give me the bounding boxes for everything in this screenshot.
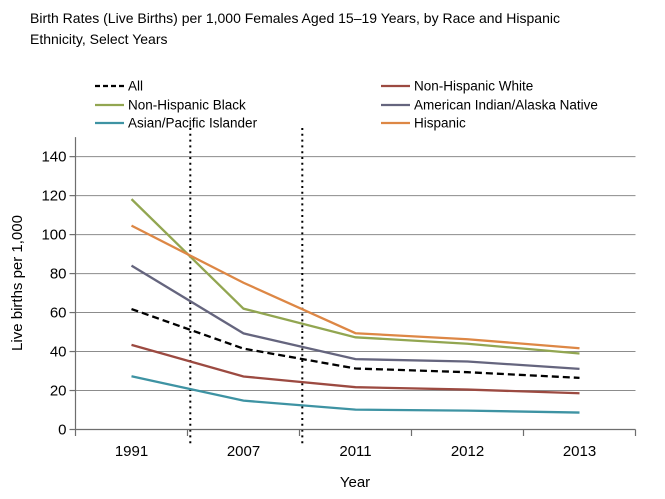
axes (69, 137, 637, 436)
legend-label: Asian/Pacific Islander (128, 116, 258, 131)
legend-item-all: All (95, 79, 143, 94)
chart-title: Birth Rates (Live Births) per 1,000 Fema… (30, 10, 560, 47)
x-tick-label: 2012 (451, 443, 484, 460)
x-tick-label: 1991 (115, 443, 148, 460)
x-axis-title: Year (340, 474, 370, 491)
y-tick-label: 0 (58, 422, 66, 439)
y-tick-label: 100 (41, 227, 66, 244)
series-line-american-indian-alaska-native (130, 264, 580, 371)
y-tick-label: 20 (50, 383, 67, 400)
y-axis-title: Live births per 1,000 (9, 215, 26, 351)
y-axis-tick-labels: 0 20 40 60 80 100 120 140 (41, 149, 66, 439)
series-line-all (131, 307, 580, 380)
series-line-non-hispanic-black (130, 198, 580, 355)
legend-item-non-hispanic-black: Non-Hispanic Black (95, 98, 246, 113)
dotted-reference-lines (189, 128, 304, 446)
y-tick-label: 80 (50, 266, 67, 283)
x-tick-label: 2013 (563, 443, 596, 460)
legend-label: Non-Hispanic Black (128, 98, 246, 113)
y-tick-label: 60 (50, 305, 67, 322)
legend-item-asian-pacific-islander: Asian/Pacific Islander (95, 116, 258, 131)
legend-item-non-hispanic-white: Non-Hispanic White (381, 79, 533, 94)
gridlines (75, 156, 636, 430)
legend-item-american-indian-alaska-native: American Indian/Alaska Native (381, 98, 598, 113)
legend-label: Hispanic (414, 116, 466, 131)
legend-label: Non-Hispanic White (414, 79, 533, 94)
y-tick-label: 40 (50, 344, 67, 361)
series-line-hispanic (130, 224, 580, 350)
x-tick-label: 2007 (227, 443, 260, 460)
series-line-non-hispanic-white (131, 343, 580, 395)
legend: All Non-Hispanic Black Asian/Pacific Islan… (95, 79, 598, 131)
x-axis-tick-labels: 1991 2007 2011 2012 2013 (115, 443, 596, 460)
legend-item-hispanic: Hispanic (381, 116, 466, 131)
y-tick-label: 120 (41, 188, 66, 205)
series-line-asian-pacific-islander (131, 375, 580, 414)
y-tick-label: 140 (41, 149, 66, 166)
series-lines (130, 198, 580, 414)
legend-label: All (128, 79, 143, 94)
x-tick-label: 2011 (339, 443, 371, 460)
legend-label: American Indian/Alaska Native (414, 98, 598, 113)
